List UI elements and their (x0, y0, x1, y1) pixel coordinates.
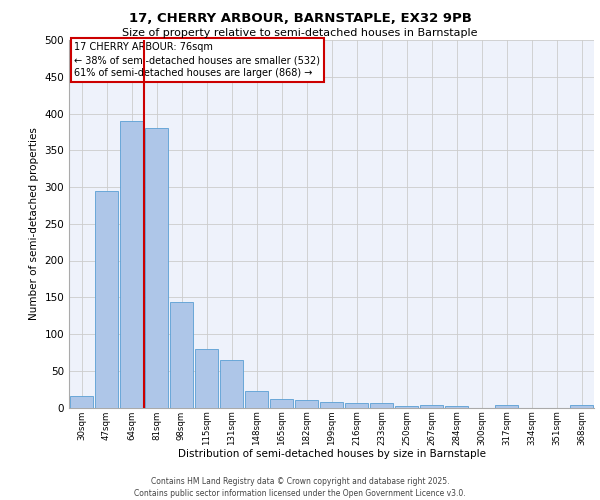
Bar (245, 392, 268, 407)
Bar (345, 403, 368, 407)
Bar (295, 400, 318, 407)
Bar (220, 360, 243, 408)
Text: 17 CHERRY ARBOUR: 76sqm
← 38% of semi-detached houses are smaller (532)
61% of s: 17 CHERRY ARBOUR: 76sqm ← 38% of semi-de… (74, 42, 320, 78)
Bar (320, 402, 343, 407)
Bar (570, 406, 593, 407)
Bar (445, 406, 468, 407)
Bar (270, 398, 293, 407)
Bar (420, 404, 443, 407)
Bar (120, 121, 143, 408)
Text: 17, CHERRY ARBOUR, BARNSTAPLE, EX32 9PB: 17, CHERRY ARBOUR, BARNSTAPLE, EX32 9PB (128, 12, 472, 26)
Text: Contains HM Land Registry data © Crown copyright and database right 2025.
Contai: Contains HM Land Registry data © Crown c… (134, 476, 466, 498)
Y-axis label: Number of semi-detached properties: Number of semi-detached properties (29, 128, 39, 320)
Bar (95, 190, 118, 408)
Bar (395, 406, 418, 407)
Bar (145, 128, 168, 407)
X-axis label: Distribution of semi-detached houses by size in Barnstaple: Distribution of semi-detached houses by … (178, 450, 485, 460)
Bar (370, 403, 393, 407)
Bar (195, 348, 218, 408)
Bar (170, 302, 193, 408)
Bar (70, 396, 93, 407)
Text: Size of property relative to semi-detached houses in Barnstaple: Size of property relative to semi-detach… (122, 28, 478, 38)
Bar (495, 406, 518, 407)
